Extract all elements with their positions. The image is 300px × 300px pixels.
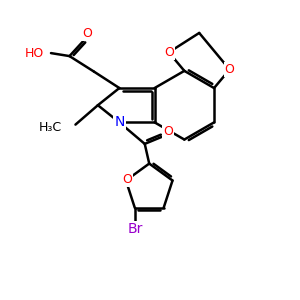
Text: H₃C: H₃C (39, 121, 62, 134)
Text: O: O (122, 172, 132, 185)
Text: Br: Br (127, 222, 142, 236)
Text: O: O (163, 124, 173, 137)
Text: O: O (225, 63, 235, 76)
Text: N: N (114, 116, 124, 129)
Text: O: O (82, 27, 92, 40)
Text: HO: HO (24, 46, 44, 60)
Text: O: O (164, 46, 174, 59)
